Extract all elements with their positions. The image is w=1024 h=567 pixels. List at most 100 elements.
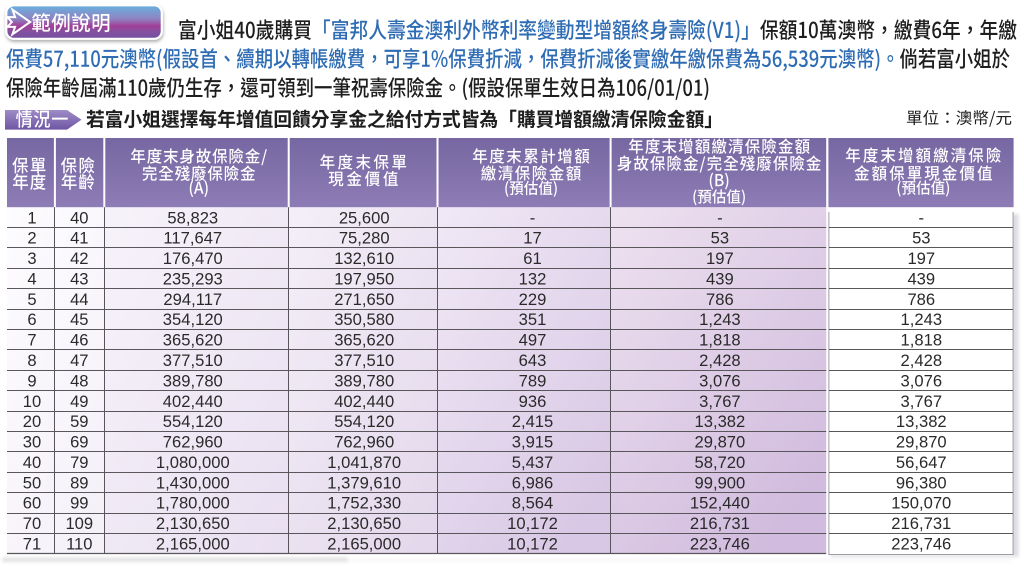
- svg-text:176,470: 176,470: [163, 249, 223, 268]
- svg-text:75,280: 75,280: [339, 229, 390, 248]
- svg-text:4: 4: [27, 270, 36, 289]
- svg-text:197,950: 197,950: [334, 270, 394, 289]
- svg-text:762,960: 762,960: [163, 433, 223, 452]
- svg-text:2,428: 2,428: [901, 351, 943, 370]
- svg-text:2,165,000: 2,165,000: [156, 535, 230, 554]
- svg-text:61: 61: [523, 249, 541, 268]
- svg-text:216,731: 216,731: [690, 514, 750, 533]
- svg-text:389,780: 389,780: [163, 371, 223, 390]
- svg-text:41: 41: [70, 229, 88, 248]
- svg-text:554,120: 554,120: [163, 412, 223, 431]
- svg-text:3,767: 3,767: [901, 392, 943, 411]
- svg-text:377,510: 377,510: [163, 351, 223, 370]
- svg-text:10: 10: [23, 392, 41, 411]
- svg-text:2,130,650: 2,130,650: [327, 514, 401, 533]
- svg-text:70: 70: [23, 514, 41, 533]
- svg-text:42: 42: [70, 249, 88, 268]
- svg-text:150,070: 150,070: [891, 494, 951, 513]
- svg-text:1,243: 1,243: [901, 310, 943, 329]
- svg-text:2,165,000: 2,165,000: [327, 535, 401, 554]
- svg-text:3,076: 3,076: [901, 371, 943, 390]
- svg-text:58,823: 58,823: [167, 208, 218, 227]
- svg-text:40: 40: [23, 453, 41, 472]
- svg-text:50: 50: [23, 473, 41, 492]
- svg-text:79: 79: [70, 453, 88, 472]
- svg-text:110: 110: [66, 535, 92, 554]
- svg-text:48: 48: [70, 371, 88, 390]
- svg-text:3,076: 3,076: [699, 371, 741, 390]
- svg-text:47: 47: [70, 351, 88, 370]
- svg-text:10,172: 10,172: [507, 535, 558, 554]
- svg-text:96,380: 96,380: [896, 473, 947, 492]
- svg-text:45: 45: [70, 310, 88, 329]
- svg-text:497: 497: [519, 331, 547, 350]
- svg-text:29,870: 29,870: [695, 433, 746, 452]
- svg-text:350,580: 350,580: [334, 310, 394, 329]
- svg-text:789: 789: [519, 371, 547, 390]
- svg-text:3: 3: [27, 249, 36, 268]
- svg-text:3,915: 3,915: [512, 433, 554, 452]
- svg-text:786: 786: [706, 290, 734, 309]
- svg-text:1,752,330: 1,752,330: [327, 494, 401, 513]
- svg-text:2,415: 2,415: [512, 412, 554, 431]
- svg-text:117,647: 117,647: [163, 229, 222, 248]
- svg-text:216,731: 216,731: [891, 514, 951, 533]
- svg-text:1,041,870: 1,041,870: [327, 453, 401, 472]
- svg-text:1,818: 1,818: [699, 331, 741, 350]
- svg-text:10,172: 10,172: [507, 514, 558, 533]
- svg-text:13,382: 13,382: [896, 412, 947, 431]
- svg-text:56,647: 56,647: [896, 453, 947, 472]
- svg-text:786: 786: [907, 290, 935, 309]
- svg-text:1,780,000: 1,780,000: [156, 494, 230, 513]
- svg-text:439: 439: [907, 270, 935, 289]
- svg-text:25,600: 25,600: [339, 208, 390, 227]
- svg-text:5: 5: [27, 290, 36, 309]
- svg-text:30: 30: [23, 433, 41, 452]
- svg-text:49: 49: [70, 392, 88, 411]
- svg-text:13,382: 13,382: [695, 412, 746, 431]
- svg-text:109: 109: [65, 514, 93, 533]
- svg-text:-: -: [717, 208, 723, 227]
- svg-text:53: 53: [912, 229, 930, 248]
- svg-text:6,986: 6,986: [512, 473, 554, 492]
- svg-text:1,379,610: 1,379,610: [327, 473, 401, 492]
- svg-text:377,510: 377,510: [334, 351, 394, 370]
- svg-text:439: 439: [706, 270, 734, 289]
- svg-text:43: 43: [70, 270, 88, 289]
- svg-text:60: 60: [23, 494, 41, 513]
- svg-text:8: 8: [27, 351, 36, 370]
- svg-text:554,120: 554,120: [334, 412, 394, 431]
- svg-text:132: 132: [519, 270, 547, 289]
- svg-text:89: 89: [70, 473, 88, 492]
- svg-text:59: 59: [70, 412, 88, 431]
- svg-text:132,610: 132,610: [334, 249, 394, 268]
- svg-text:152,440: 152,440: [690, 494, 750, 513]
- svg-text:365,620: 365,620: [334, 331, 394, 350]
- svg-text:9: 9: [27, 371, 36, 390]
- svg-text:2: 2: [27, 229, 36, 248]
- svg-text:8,564: 8,564: [512, 494, 554, 513]
- svg-text:99: 99: [70, 494, 88, 513]
- svg-text:20: 20: [23, 412, 41, 431]
- svg-text:53: 53: [711, 229, 729, 248]
- svg-text:354,120: 354,120: [163, 310, 223, 329]
- svg-text:69: 69: [70, 433, 88, 452]
- svg-text:223,746: 223,746: [891, 535, 951, 554]
- svg-text:29,870: 29,870: [896, 433, 947, 452]
- svg-text:1,818: 1,818: [901, 331, 943, 350]
- svg-text:1,080,000: 1,080,000: [156, 453, 230, 472]
- svg-text:7: 7: [27, 331, 36, 350]
- svg-text:762,960: 762,960: [334, 433, 394, 452]
- svg-text:1,243: 1,243: [699, 310, 741, 329]
- svg-text:44: 44: [70, 290, 88, 309]
- svg-text:17: 17: [523, 229, 541, 248]
- svg-text:223,746: 223,746: [690, 535, 750, 554]
- svg-text:3,767: 3,767: [699, 392, 741, 411]
- svg-text:-: -: [530, 208, 536, 227]
- svg-text:271,650: 271,650: [334, 290, 394, 309]
- svg-text:365,620: 365,620: [163, 331, 223, 350]
- svg-text:46: 46: [70, 331, 88, 350]
- svg-text:402,440: 402,440: [334, 392, 394, 411]
- svg-text:294,117: 294,117: [163, 290, 222, 309]
- svg-text:2,130,650: 2,130,650: [156, 514, 230, 533]
